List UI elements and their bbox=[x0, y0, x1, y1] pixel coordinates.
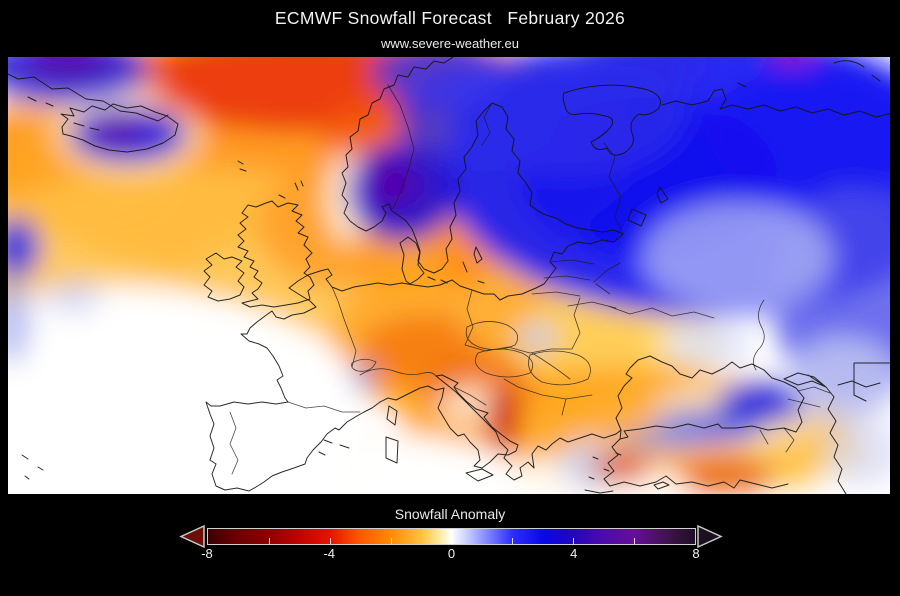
coast-corsica-sardinia bbox=[385, 405, 399, 464]
anomaly-blob bbox=[373, 57, 503, 107]
anomaly-blob bbox=[365, 163, 417, 207]
coast-cyprus bbox=[653, 481, 670, 490]
anomaly-blob bbox=[23, 57, 113, 75]
coast-balearics bbox=[318, 439, 350, 456]
border-sweden-finland bbox=[481, 102, 493, 146]
border-czechia bbox=[465, 321, 519, 350]
coast-iceland bbox=[60, 103, 179, 153]
anomaly-blob bbox=[590, 455, 650, 483]
coast-greenland bbox=[8, 73, 169, 122]
colorbar-tick-label: 4 bbox=[570, 546, 578, 561]
border-volga-region bbox=[753, 299, 765, 371]
border-finland-russia bbox=[603, 142, 624, 235]
border-switzerland bbox=[351, 358, 377, 372]
anomaly-blob bbox=[8, 217, 40, 277]
coast-north-sea bbox=[288, 268, 453, 292]
anomaly-blob bbox=[788, 340, 890, 424]
border-kazakh-box bbox=[853, 362, 890, 402]
colorbar-tick-label: 0 bbox=[447, 546, 456, 561]
anomaly-blob bbox=[90, 117, 142, 141]
colorbar-right-arrow bbox=[697, 524, 723, 549]
anomaly-blob bbox=[823, 417, 890, 487]
colorbar-minor-tick bbox=[512, 538, 514, 544]
colorbar-tick-labels: -8 -4 0 4 8 bbox=[201, 546, 700, 562]
coast-aegean-islands bbox=[584, 452, 622, 494]
colorbar-minor-tick bbox=[573, 538, 575, 544]
border-portugal-spain bbox=[229, 411, 239, 475]
colorbar-minor-tick bbox=[268, 538, 270, 544]
coast-shetland bbox=[278, 180, 304, 199]
border-serbia-bulgaria bbox=[453, 378, 593, 416]
coast-balkans-greece bbox=[435, 375, 622, 481]
coast-arctic-russia bbox=[661, 60, 890, 118]
colorbar-title: Snowfall Anomaly bbox=[394, 506, 506, 522]
border-baltics bbox=[531, 259, 595, 297]
coast-white-sea bbox=[562, 84, 661, 156]
coast-caspian bbox=[783, 372, 881, 494]
anomaly-blob bbox=[708, 67, 890, 197]
anomaly-blob bbox=[8, 274, 32, 364]
anomaly-blob bbox=[487, 385, 519, 453]
coast-great-britain bbox=[237, 200, 315, 308]
border-hungary bbox=[474, 348, 534, 378]
coast-black-sea bbox=[615, 355, 805, 440]
coast-france-iberia bbox=[205, 287, 445, 492]
coast-baltic-islands bbox=[462, 246, 485, 284]
coast-faroe bbox=[237, 160, 247, 172]
border-germany-west bbox=[331, 286, 357, 368]
colorbar-gradient bbox=[207, 528, 696, 545]
colorbar-right-arrow-shape bbox=[697, 524, 723, 549]
colorbar-minor-tick bbox=[329, 538, 331, 544]
colorbar-tick-label: 8 bbox=[692, 546, 700, 561]
colorbar-left-arrow-shape bbox=[179, 524, 205, 549]
border-poland bbox=[464, 289, 581, 354]
anomaly-blob bbox=[45, 279, 101, 315]
coast-sicily bbox=[465, 468, 494, 482]
anomaly-blob bbox=[718, 382, 808, 422]
border-pyrenees bbox=[287, 401, 361, 413]
coast-ireland bbox=[203, 252, 245, 302]
anomaly-blob bbox=[393, 444, 513, 494]
coast-atlantic-islands bbox=[21, 454, 44, 480]
page-title: ECMWF Snowfall Forecast February 2026 bbox=[274, 8, 626, 28]
border-ukraine bbox=[567, 262, 715, 319]
colorbar-left-arrow bbox=[179, 524, 205, 549]
colorbar-minor-tick bbox=[634, 538, 636, 544]
coast-turkey bbox=[603, 438, 789, 489]
coastlines-layer bbox=[8, 57, 890, 494]
country-borders-layer bbox=[229, 84, 831, 475]
coast-scandinavia-baltic bbox=[341, 57, 624, 301]
anomaly-blob bbox=[518, 323, 558, 351]
anomaly-blob bbox=[769, 57, 817, 65]
anomaly-blob bbox=[680, 461, 776, 493]
anomaly-blob bbox=[618, 427, 708, 453]
anomaly-field-layer bbox=[8, 57, 890, 494]
coast-italy bbox=[435, 374, 519, 469]
anomaly-blob bbox=[643, 202, 833, 312]
anomaly-blob bbox=[663, 322, 753, 366]
border-romania bbox=[528, 350, 591, 386]
anomaly-map-svg bbox=[8, 57, 890, 494]
anomaly-map bbox=[8, 57, 890, 494]
coast-lakes-ladoga-onega bbox=[627, 186, 669, 227]
colorbar-tick-label: -4 bbox=[323, 546, 336, 561]
source-url: www.severe-weather.eu bbox=[380, 36, 519, 51]
border-alps bbox=[359, 368, 437, 377]
colorbar-minor-tick bbox=[451, 538, 453, 544]
colorbar-minor-tick bbox=[390, 538, 392, 544]
coast-greenland-islets bbox=[27, 96, 54, 107]
border-caucasus bbox=[759, 386, 831, 453]
border-norway-sweden bbox=[387, 84, 415, 210]
colorbar-tick-label: -8 bbox=[201, 546, 213, 561]
